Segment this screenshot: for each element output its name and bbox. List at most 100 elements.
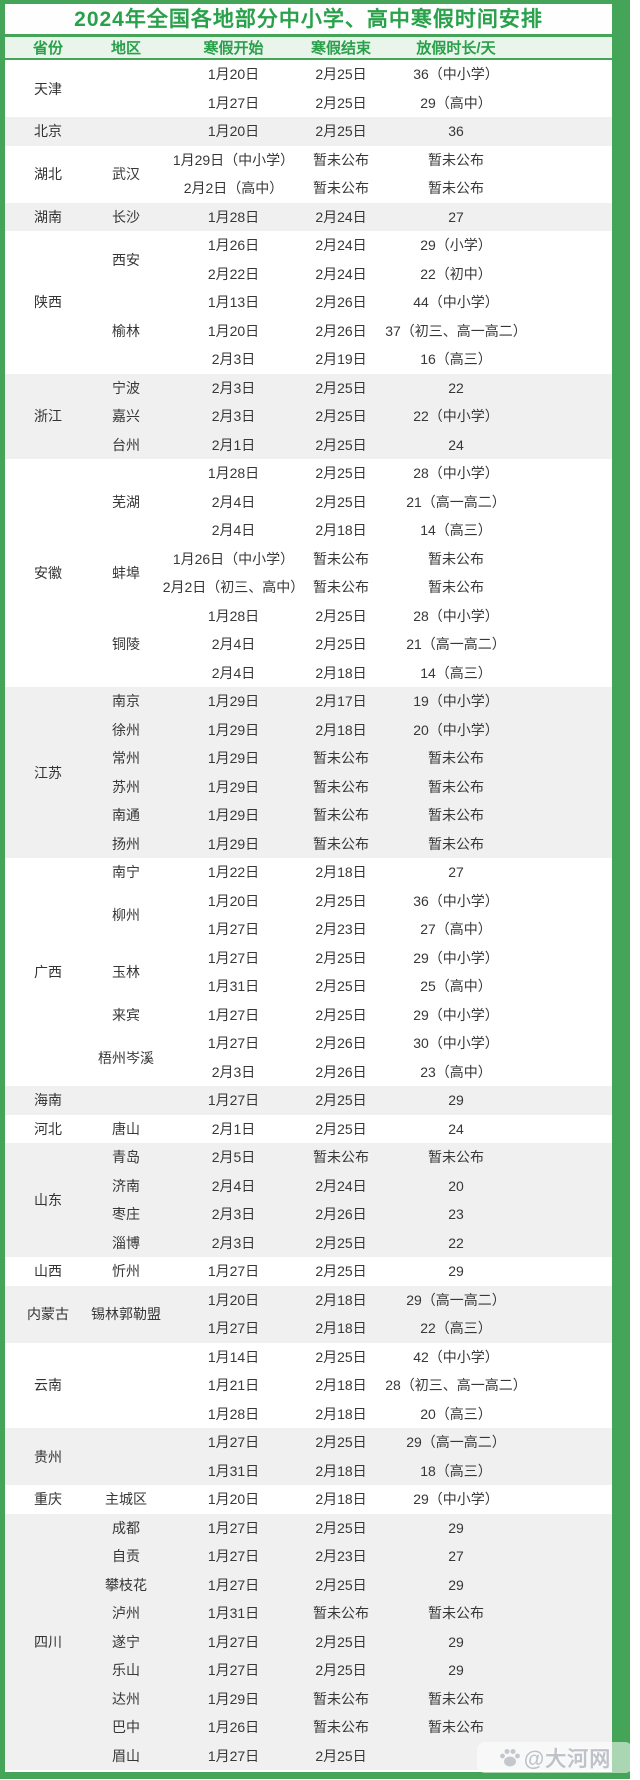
table-row: 湖南 长沙 1月28日 2月24日 27 <box>5 202 612 231</box>
region-cell: 乐山 <box>91 1656 161 1685</box>
end-date-cell: 2月25日 <box>315 1006 367 1023</box>
end-date-cell: 2月18日 <box>315 664 367 681</box>
duration-cell: 19（中小学） <box>376 687 536 716</box>
table-row: 2月4日 2月25日 21（高一高二） <box>5 630 612 659</box>
end-date-cell: 2月25日 <box>315 978 367 995</box>
table-row: 2月2日（初三、高中） 暂未公布 暂未公布 <box>5 573 612 602</box>
table-row: 泸州 1月31日 暂未公布 暂未公布 <box>5 1599 612 1628</box>
duration-cell: 29 <box>376 1513 536 1542</box>
spacer-cell <box>536 430 612 459</box>
start-date-cell: 2月4日 <box>211 636 256 653</box>
table-row: 扬州 1月29日 暂未公布 暂未公布 <box>5 829 612 858</box>
province-cell: 广西 <box>34 964 62 980</box>
table-row: 2月4日 2月18日 14（高三） <box>5 659 612 688</box>
end-date-cell: 2月25日 <box>306 1428 376 1457</box>
start-date-cell: 1月28日 <box>207 1405 260 1422</box>
spacer-cell <box>536 373 612 402</box>
spacer-cell <box>536 1343 612 1372</box>
end-date-cell: 暂未公布 <box>313 550 369 567</box>
duration-cell: 29（高一高二） <box>376 1285 536 1314</box>
start-date-cell: 1月27日 <box>161 1627 306 1656</box>
region-cell <box>91 1428 161 1485</box>
province-cell: 贵州 <box>5 1428 91 1485</box>
duration-cell: 29 <box>376 1627 536 1656</box>
spacer-cell <box>536 202 612 231</box>
start-date-cell: 1月22日 <box>207 864 260 881</box>
table-row: 1月27日 2月18日 22（高三） <box>5 1314 612 1343</box>
province-cell: 云南 <box>34 1377 62 1394</box>
start-date-cell: 1月27日 <box>207 94 260 111</box>
start-date-cell: 1月27日 <box>161 1741 306 1770</box>
spacer-cell <box>536 1171 612 1200</box>
end-date-cell: 2月25日 <box>306 1570 376 1599</box>
table-row: 陕西 西安 1月26日 2月24日 29（小学） <box>5 231 612 310</box>
start-date-cell: 2月1日 <box>161 430 306 459</box>
spacer-cell <box>536 1371 612 1400</box>
col-header-spacer <box>536 37 612 60</box>
table-row: 榆林 1月13日 2月26日 44（中小学） <box>5 288 612 339</box>
end-date-cell: 2月25日 <box>315 1263 367 1280</box>
table-row: 南通 1月29日 暂未公布 暂未公布 <box>5 801 612 830</box>
end-date-cell: 2月18日 <box>306 1456 376 1485</box>
end-date-cell: 2月18日 <box>315 522 367 539</box>
duration-cell: 29 <box>376 1570 536 1599</box>
table-row: 眉山 1月27日 2月25日 <box>5 1741 612 1770</box>
spacer-cell <box>536 545 612 574</box>
table-row: 山西 忻州 1月27日 2月25日 29 <box>5 1257 612 1286</box>
province-cell: 内蒙古 <box>5 1285 91 1343</box>
region-cell: 遂宁 <box>91 1627 161 1656</box>
start-date-cell: 1月27日 <box>161 1656 306 1685</box>
start-date-cell: 2月4日 <box>161 1171 306 1200</box>
region-cell: 南通 <box>91 801 161 830</box>
table-row: 嘉兴 2月3日 2月25日 22（中小学） <box>5 402 612 431</box>
end-date-cell: 暂未公布 <box>306 1684 376 1713</box>
duration-cell: 暂未公布 <box>376 744 536 773</box>
end-date-cell: 2月18日 <box>306 1314 376 1343</box>
table-row: 2月22日 2月24日 22（初中） <box>5 260 612 289</box>
header-row: 省份 地区 寒假开始 寒假结束 放假时长/天 <box>5 37 612 60</box>
table-body: 天津 1月20日 2月25日 36（中小学） 1月27日 2月25日 29（高中） 北京 1月2… <box>5 59 612 1770</box>
spacer-cell <box>536 829 612 858</box>
end-date-cell: 暂未公布 <box>306 1599 376 1628</box>
region-cell: 达州 <box>91 1684 161 1713</box>
spacer-cell <box>536 772 612 801</box>
spacer-cell <box>536 231 612 260</box>
end-date-cell: 2月17日 <box>306 687 376 716</box>
table-row: 安徽 芜湖 1月28日 2月25日 28（中小学） <box>5 459 612 581</box>
end-date-cell: 2月25日 <box>315 1120 367 1137</box>
end-date-cell: 2月25日 <box>315 493 367 510</box>
start-date-cell: 1月27日 <box>207 1035 260 1052</box>
end-date-cell: 2月25日 <box>306 1513 376 1542</box>
duration-cell: 暂未公布 <box>428 579 484 596</box>
table-row: 重庆 主城区 1月20日 2月18日 29（中小学） <box>5 1485 612 1514</box>
duration-cell: 28（中小学） <box>413 465 499 482</box>
start-date-cell: 1月13日 <box>207 294 260 311</box>
spacer-cell <box>536 1684 612 1713</box>
start-date-cell: 2月4日 <box>211 493 256 510</box>
end-date-cell: 2月18日 <box>315 864 367 881</box>
end-date-cell: 2月25日 <box>306 117 376 146</box>
start-date-cell: 1月31日 <box>161 1599 306 1628</box>
duration-cell: 24 <box>448 1120 464 1137</box>
duration-cell: 18（高三） <box>376 1456 536 1485</box>
region-cell: 台州 <box>91 430 161 459</box>
spacer-cell <box>536 1143 612 1172</box>
table-row: 1月27日 2月23日 27（高中） <box>5 915 612 944</box>
spacer-cell <box>536 117 612 146</box>
duration-cell: 29（高一高二） <box>376 1428 536 1457</box>
spacer-cell <box>536 459 612 488</box>
paw-icon <box>499 1748 520 1766</box>
start-date-cell: 2月4日 <box>211 522 256 539</box>
duration-cell: 27（高中） <box>420 921 492 938</box>
start-date-cell: 1月27日 <box>161 1314 306 1343</box>
start-date-cell: 1月20日 <box>207 1491 260 1508</box>
spacer-cell <box>536 1627 612 1656</box>
duration-cell: 22（中小学） <box>376 402 536 431</box>
start-date-cell: 2月3日 <box>211 1063 256 1080</box>
end-date-cell: 2月26日 <box>315 1035 367 1052</box>
end-date-cell: 2月18日 <box>315 1491 367 1508</box>
table-row: 内蒙古 锡林郭勒盟 1月20日 2月18日 29（高一高二） <box>5 1285 612 1343</box>
spacer-cell <box>536 1115 612 1144</box>
region-cell: 攀枝花 <box>91 1570 161 1599</box>
